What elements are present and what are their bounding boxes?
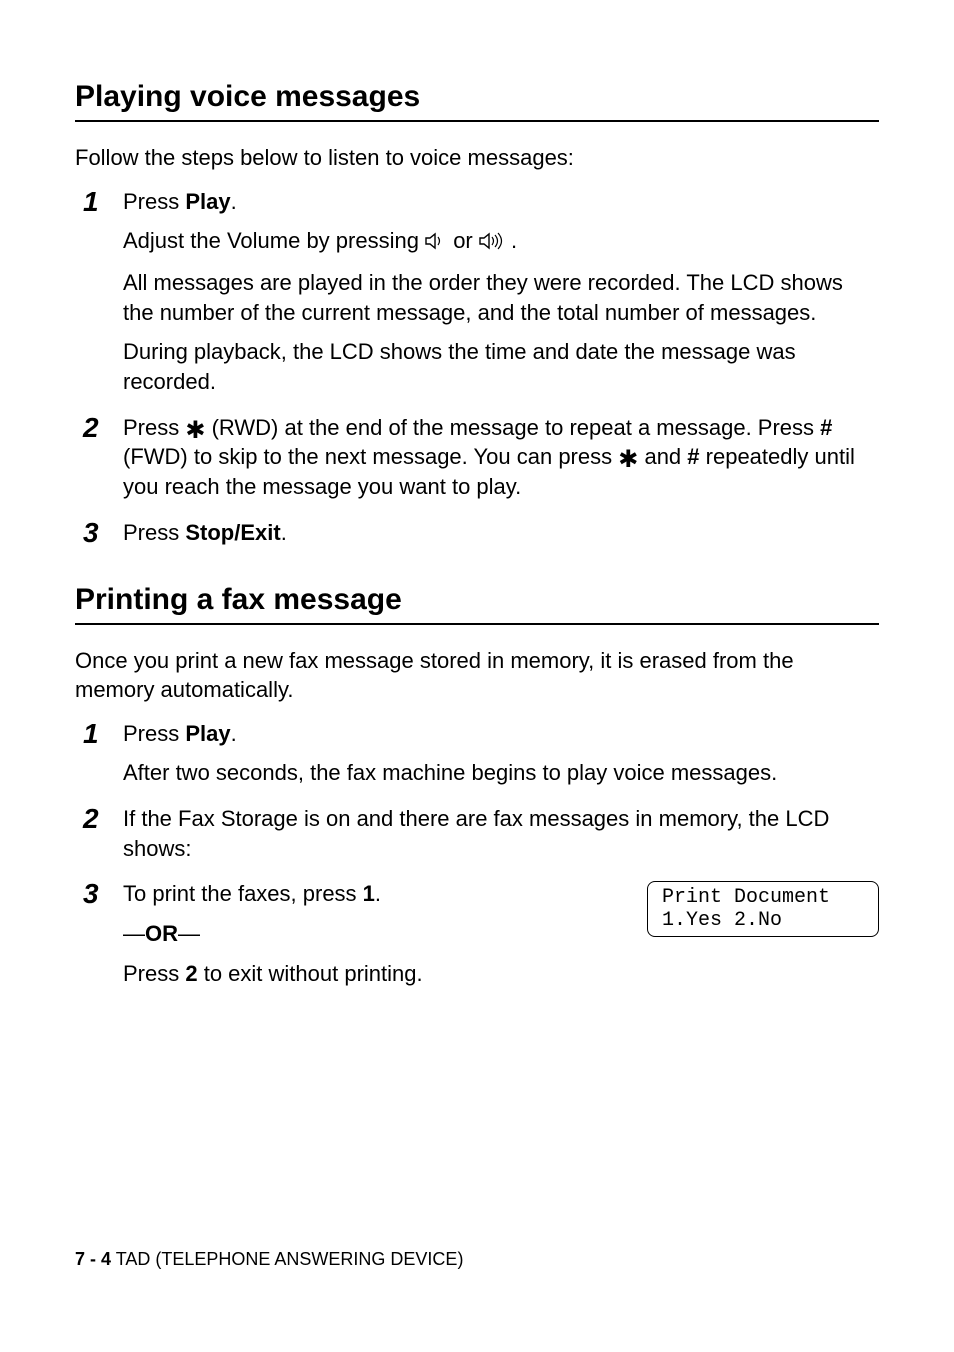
step-3: 3 Print Document 1.Yes 2.No To print the… [83, 879, 879, 998]
step-body: Press Play. Adjust the Volume by pressin… [123, 187, 879, 407]
page: Playing voice messages Follow the steps … [0, 0, 954, 1352]
step-1-line-b: After two seconds, the fax machine begin… [123, 758, 879, 788]
intro-paragraph-2: Once you print a new fax message stored … [75, 647, 879, 704]
step-body: Press Play. After two seconds, the fax m… [123, 719, 879, 798]
volume-down-icon [425, 228, 447, 258]
text-fragment: Press [123, 721, 185, 746]
step-2: 2 Press ✱ (RWD) at the end of the messag… [83, 413, 879, 512]
or-label: OR [145, 921, 178, 946]
text-fragment: — [123, 921, 145, 946]
text-fragment: (FWD) to skip to the next message. You c… [123, 444, 618, 469]
step-3-text: Press Stop/Exit. [123, 518, 879, 548]
step-number: 2 [83, 804, 123, 833]
text-fragment: Adjust the Volume by pressing [123, 228, 425, 253]
heading-playing-voice-messages: Playing voice messages [75, 80, 879, 114]
text-fragment: to exit without printing. [198, 961, 423, 986]
step-1-line-b: Adjust the Volume by pressing or [123, 226, 879, 258]
lcd-display: Print Document 1.Yes 2.No [647, 881, 879, 937]
step-body: Print Document 1.Yes 2.No To print the f… [123, 879, 879, 998]
key-1: 1 [363, 881, 375, 906]
step-3: 3 Press Stop/Exit. [83, 518, 879, 558]
text-fragment: . [231, 189, 237, 214]
step-number: 1 [83, 187, 123, 216]
step-2-text: If the Fax Storage is on and there are f… [123, 804, 879, 863]
footer-title: TAD (TELEPHONE ANSWERING DEVICE) [116, 1249, 464, 1269]
lcd-screen: Print Document 1.Yes 2.No [647, 881, 879, 937]
volume-up-icon [479, 228, 505, 258]
text-fragment: To print the faxes, press [123, 881, 363, 906]
text-fragment: Press [123, 189, 185, 214]
text-fragment: (RWD) at the end of the message to repea… [205, 415, 820, 440]
step-3-line-b: Press 2 to exit without printing. [123, 959, 879, 989]
text-fragment: Press [123, 961, 185, 986]
step-body: If the Fax Storage is on and there are f… [123, 804, 879, 873]
lcd-line-2: 1.Yes 2.No [662, 909, 782, 932]
lcd-line-1: Print Document [662, 886, 830, 909]
key-2: 2 [185, 961, 197, 986]
text-fragment: . [511, 228, 517, 253]
key-hash: # [687, 444, 699, 469]
step-2: 2 If the Fax Storage is on and there are… [83, 804, 879, 873]
step-number: 1 [83, 719, 123, 748]
page-number: 7 - 4 [75, 1249, 111, 1269]
heading-printing-fax: Printing a fax message [75, 583, 879, 617]
text-fragment: . [281, 520, 287, 545]
intro-paragraph: Follow the steps below to listen to voic… [75, 144, 879, 173]
step-2-text: Press ✱ (RWD) at the end of the message … [123, 413, 879, 502]
key-play: Play [185, 721, 230, 746]
page-footer: 7 - 4 TAD (TELEPHONE ANSWERING DEVICE) [75, 1249, 463, 1270]
step-1: 1 Press Play. After two seconds, the fax… [83, 719, 879, 798]
text-fragment: or [453, 228, 479, 253]
key-hash: # [820, 415, 832, 440]
heading-rule [75, 623, 879, 625]
text-fragment: Press [123, 520, 185, 545]
text-fragment: and [638, 444, 687, 469]
text-fragment: . [231, 721, 237, 746]
step-1: 1 Press Play. Adjust the Volume by press… [83, 187, 879, 407]
step-1-line-a: Press Play. [123, 719, 879, 749]
steps-list-1: 1 Press Play. Adjust the Volume by press… [83, 187, 879, 558]
step-number: 3 [83, 518, 123, 547]
heading-rule [75, 120, 879, 122]
text-fragment: . [375, 881, 381, 906]
step-number: 2 [83, 413, 123, 442]
step-1-line-d: During playback, the LCD shows the time … [123, 337, 879, 396]
step-1-line-c: All messages are played in the order the… [123, 268, 879, 327]
step-number: 3 [83, 879, 123, 908]
text-fragment: — [178, 921, 200, 946]
key-stop-exit: Stop/Exit [185, 520, 280, 545]
text-fragment: Press [123, 415, 185, 440]
key-play: Play [185, 189, 230, 214]
step-body: Press Stop/Exit. [123, 518, 879, 558]
steps-list-2: 1 Press Play. After two seconds, the fax… [83, 719, 879, 999]
step-body: Press ✱ (RWD) at the end of the message … [123, 413, 879, 512]
step-1-line-a: Press Play. [123, 187, 879, 217]
